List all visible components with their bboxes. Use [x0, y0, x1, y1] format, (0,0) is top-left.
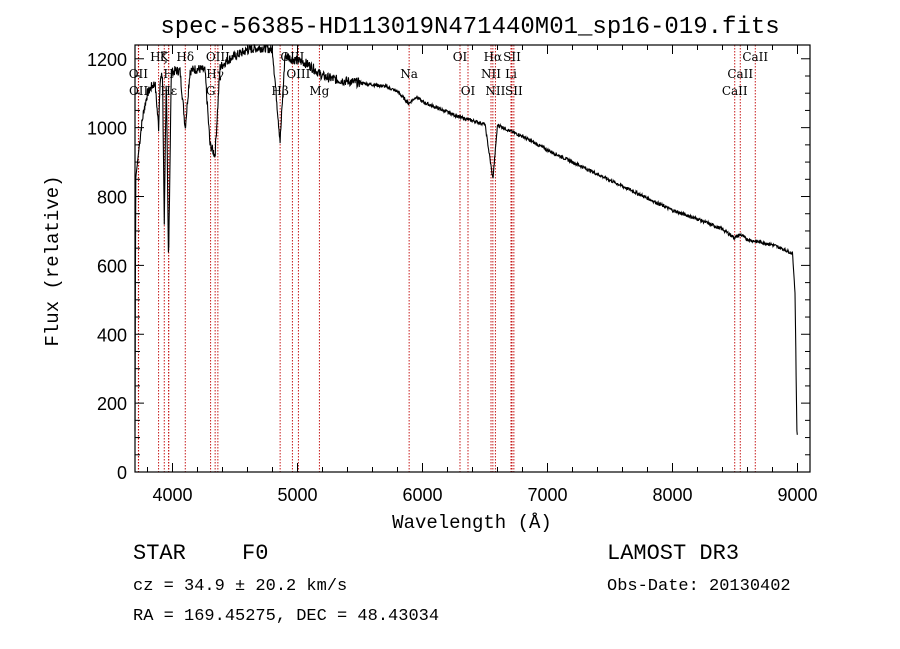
line-label-17: Hα [484, 50, 503, 64]
x-tick-label: 4000 [152, 485, 192, 505]
y-tick-label: 400 [97, 325, 127, 345]
line-label-10: Hβ [271, 84, 288, 98]
spectral-line-markers [137, 45, 756, 472]
plot-frame [134, 44, 811, 473]
line-label-5: H [163, 67, 173, 81]
line-label-0: Hζ [150, 50, 167, 64]
line-label-15: OI [453, 50, 468, 64]
line-label-19: NII [485, 84, 505, 98]
object-subclass: F0 [242, 541, 268, 566]
x-tick-label: 8000 [652, 485, 692, 505]
x-axis-label: Wavelength (Å) [392, 512, 552, 534]
line-label-20: SII [503, 50, 521, 64]
y-axis-ticks: 0 200 400 600 800 1000 1200 [87, 50, 810, 483]
line-label-23: CaII [742, 50, 768, 64]
y-tick-label: 0 [117, 463, 127, 483]
line-label-6: Hδ [176, 50, 194, 64]
y-axis-label: Flux (relative) [42, 175, 64, 346]
y-tick-label: 1000 [87, 119, 127, 139]
x-tick-label: 9000 [777, 485, 817, 505]
line-label-24: CaII [727, 67, 753, 81]
line-label-3: Hε [160, 84, 177, 98]
line-label-9: OIII [206, 50, 230, 64]
line-label-12: OIII [286, 67, 310, 81]
redshift-velocity: cz = 34.9 ± 20.2 km/s [133, 577, 347, 596]
y-tick-label: 200 [97, 394, 127, 414]
object-class: STAR [133, 541, 186, 566]
x-axis-ticks: 4000 5000 6000 7000 8000 9000 [147, 45, 818, 505]
coordinates: RA = 169.45275, DEC = 48.43034 [133, 607, 439, 626]
observation-date: Obs-Date: 20130402 [607, 577, 791, 596]
spectrum-series-line [134, 43, 798, 435]
survey-name: LAMOST DR3 [607, 541, 739, 566]
line-label-22: SII [505, 84, 523, 98]
line-label-7: Hγ [206, 67, 224, 81]
line-label-16: OI [461, 84, 476, 98]
line-label-21: Li [505, 67, 517, 81]
x-tick-label: 6000 [402, 485, 442, 505]
y-tick-label: 800 [97, 188, 127, 208]
line-label-2: OII [129, 84, 149, 98]
line-label-8: G [206, 84, 216, 98]
line-label-13: Mg [309, 84, 329, 98]
chart-title: spec-56385-HD113019N471440M01_sp16-019.f… [160, 14, 779, 41]
line-label-25: CaII [722, 84, 748, 98]
line-label-14: Na [400, 67, 418, 81]
x-tick-label: 7000 [527, 485, 567, 505]
x-tick-label: 5000 [277, 485, 317, 505]
y-tick-label: 600 [97, 256, 127, 276]
line-label-4: K [160, 50, 170, 64]
y-tick-label: 1200 [87, 50, 127, 70]
line-label-18: NII [481, 67, 501, 81]
line-label-1: OII [129, 67, 149, 81]
